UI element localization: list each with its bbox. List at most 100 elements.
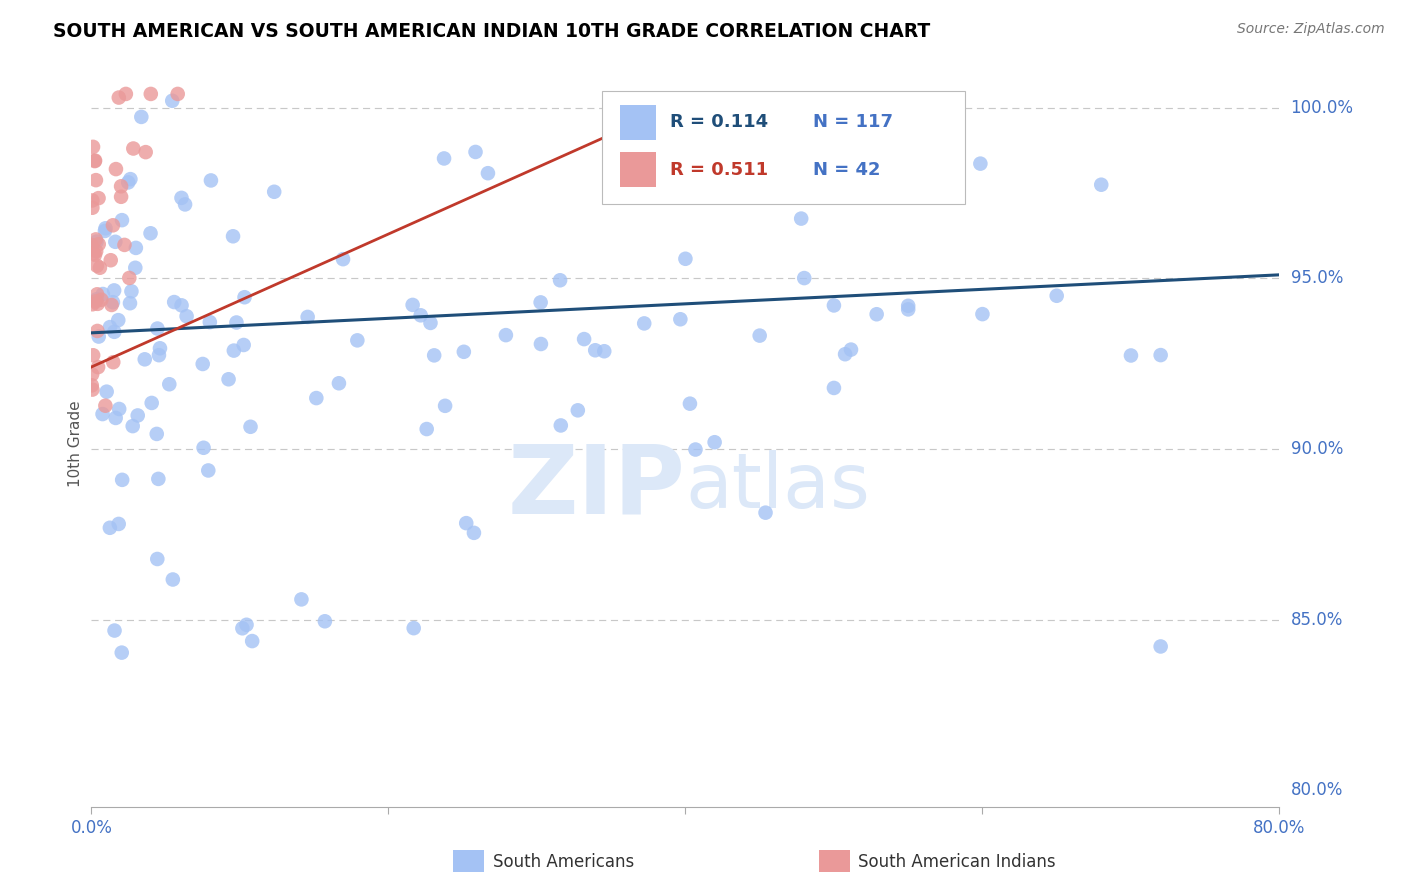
Point [1119, 349, 1142, 363]
Point [193, 441, 215, 455]
Point [103, 325, 125, 339]
Point [87, 329, 110, 343]
Point [107, 90, 129, 104]
Point [96, 384, 118, 399]
Point [222, 343, 245, 358]
Point [754, 506, 776, 520]
Point [897, 299, 920, 313]
Point [332, 252, 354, 267]
Point [162, 573, 184, 587]
Point [84, 294, 107, 309]
Point [463, 525, 485, 540]
Point [89, 260, 111, 275]
Point [170, 191, 193, 205]
Point [124, 260, 146, 275]
FancyBboxPatch shape [602, 91, 965, 204]
Point [82, 297, 104, 311]
Point [464, 145, 486, 159]
Point [866, 307, 889, 321]
Point [104, 235, 127, 249]
Point [86, 292, 108, 306]
Point [141, 396, 163, 410]
Point [453, 344, 475, 359]
Point [82, 348, 104, 362]
Point [305, 391, 328, 405]
Point [103, 624, 125, 638]
Point [297, 310, 319, 324]
Point [107, 313, 129, 327]
Point [118, 296, 141, 310]
Point [83, 246, 105, 260]
Point [80, 378, 103, 392]
Text: ZIP: ZIP [508, 441, 685, 534]
Point [103, 284, 125, 298]
Point [94, 221, 117, 235]
Point [456, 516, 478, 530]
Point [839, 343, 862, 357]
Text: Source: ZipAtlas.com: Source: ZipAtlas.com [1237, 22, 1385, 37]
Point [82, 194, 104, 208]
Point [969, 156, 991, 170]
Point [897, 302, 920, 317]
Point [823, 298, 845, 312]
FancyBboxPatch shape [620, 153, 655, 187]
Point [121, 419, 143, 434]
Point [104, 411, 127, 425]
Point [433, 152, 456, 166]
Point [84, 153, 107, 168]
Point [166, 87, 188, 101]
Point [149, 341, 172, 355]
Point [86, 235, 108, 249]
Point [239, 419, 262, 434]
Point [84, 173, 107, 187]
Point [86, 324, 108, 338]
Point [200, 173, 222, 187]
Point [91, 287, 114, 301]
Point [110, 190, 132, 204]
Point [117, 175, 139, 189]
Point [583, 343, 606, 358]
Point [673, 252, 696, 266]
Point [98, 320, 121, 334]
Point [103, 355, 125, 369]
Point [111, 213, 134, 227]
Point [134, 352, 156, 367]
Point [110, 179, 132, 194]
Point [263, 185, 285, 199]
Point [86, 297, 108, 311]
Point [1149, 640, 1171, 654]
Text: R = 0.114: R = 0.114 [671, 113, 768, 131]
Point [593, 344, 616, 359]
Text: 90.0%: 90.0% [1291, 440, 1343, 458]
Point [84, 248, 107, 262]
Point [176, 309, 198, 323]
Point [231, 621, 253, 635]
Point [290, 592, 312, 607]
Point [84, 244, 107, 259]
Point [415, 422, 437, 436]
Text: 100.0%: 100.0% [1291, 99, 1354, 117]
Point [90, 293, 112, 307]
Point [100, 253, 122, 268]
Point [679, 397, 702, 411]
Point [550, 418, 572, 433]
Point [86, 287, 108, 301]
Point [174, 197, 197, 211]
Point [87, 191, 110, 205]
Point [101, 295, 124, 310]
Point [972, 307, 994, 321]
Point [108, 402, 131, 417]
Point [163, 295, 186, 310]
Point [793, 271, 815, 285]
Point [191, 357, 214, 371]
Point [790, 211, 813, 226]
Point [434, 399, 457, 413]
Point [146, 552, 169, 566]
Point [495, 328, 517, 343]
Point [423, 348, 446, 362]
Point [402, 621, 425, 635]
Point [107, 516, 129, 531]
Point [86, 259, 108, 273]
Point [633, 317, 655, 331]
Point [240, 634, 263, 648]
